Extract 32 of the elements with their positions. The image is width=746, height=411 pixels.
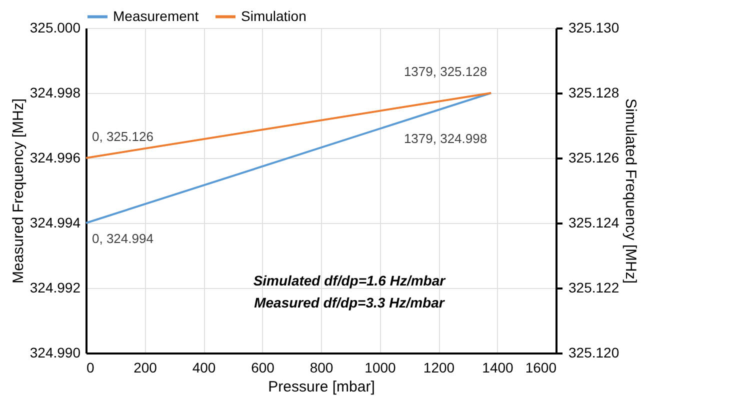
annotation: Simulated df/dp=1.6 Hz/mbar xyxy=(253,272,447,288)
x-tick-label: 200 xyxy=(134,360,158,376)
y-tick-label: 324.990 xyxy=(30,344,81,360)
y-tick-label: 324.996 xyxy=(30,150,81,166)
y-tick-label: 325.000 xyxy=(30,20,81,36)
legend-label: Measurement xyxy=(113,8,199,24)
data-label: 1379, 324.998 xyxy=(404,131,488,146)
annotation: Measured df/dp=3.3 Hz/mbar xyxy=(254,294,446,310)
y2-tick-label: 325.122 xyxy=(568,280,620,296)
data-label: 0, 324.994 xyxy=(92,231,154,246)
x-tick-label: 0 xyxy=(86,360,94,376)
x-tick-label: 1600 xyxy=(525,360,557,376)
y2-tick-label: 325.120 xyxy=(568,344,620,360)
x-tick-label: 600 xyxy=(251,360,275,376)
y2-axis-title: Simulated Frequency [MHz] xyxy=(622,98,640,284)
legend-label: Simulation xyxy=(241,8,306,24)
y-tick-label: 324.992 xyxy=(30,280,81,296)
x-axis-title: Pressure [mbar] xyxy=(268,378,375,396)
y-axis-title: Measured Frequency [MHz] xyxy=(10,98,27,284)
x-tick-label: 800 xyxy=(310,360,334,376)
x-tick-label: 1000 xyxy=(364,360,396,376)
x-tick-label: 1200 xyxy=(423,360,455,376)
x-tick-label: 1400 xyxy=(482,360,514,376)
y2-tick-label: 325.130 xyxy=(568,20,620,36)
y-tick-label: 324.994 xyxy=(30,214,81,230)
y-tick-label: 324.998 xyxy=(30,84,81,100)
data-label: 0, 325.126 xyxy=(92,129,154,144)
x-tick-label: 400 xyxy=(192,360,216,376)
y2-tick-label: 325.124 xyxy=(568,214,620,230)
y2-tick-label: 325.128 xyxy=(568,84,620,100)
data-label: 1379, 325.128 xyxy=(404,64,488,79)
y2-tick-label: 325.126 xyxy=(568,150,620,166)
